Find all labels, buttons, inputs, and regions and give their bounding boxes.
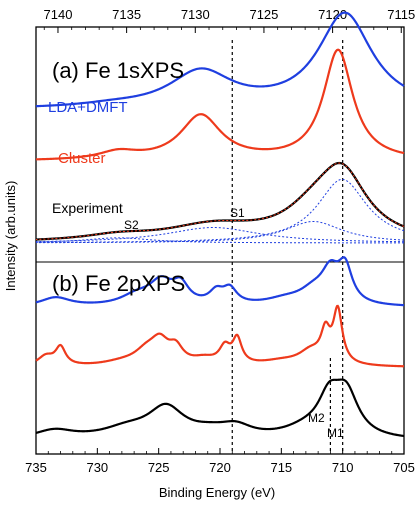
- top-tick-label: 7130: [181, 7, 210, 22]
- label-cluster-a: Cluster: [58, 150, 106, 167]
- top-tick-label: 7140: [44, 7, 73, 22]
- series-b-experiment: [35, 378, 405, 438]
- top-tick-label: 7135: [112, 7, 141, 22]
- bottom-tick-label: 735: [25, 460, 47, 475]
- bottom-tick-label: 730: [86, 460, 108, 475]
- fit-component-0: [35, 178, 405, 243]
- panel-b-title: (b) Fe 2pXPS: [52, 271, 185, 296]
- x-axis-title: Binding Energy (eV): [159, 485, 275, 500]
- top-tick-label: 7125: [249, 7, 278, 22]
- fit-envelope: [35, 162, 405, 241]
- y-axis-title: Intensity (arb.units): [3, 181, 18, 292]
- fit-component-3: [35, 237, 404, 244]
- series-a-cluster: [35, 48, 405, 161]
- fit-component-1: [36, 220, 405, 244]
- bottom-tick-label: 725: [148, 460, 170, 475]
- bottom-tick-label: 720: [209, 460, 231, 475]
- peak-label-m1: M1: [327, 426, 344, 440]
- top-axis: 7140 7135 7130 7125 7120 7115: [44, 7, 415, 33]
- bottom-tick-label: 710: [332, 460, 354, 475]
- bottom-tick-label: 715: [270, 460, 292, 475]
- top-tick-label: 7120: [318, 7, 347, 22]
- label-experiment-a: Experiment: [52, 200, 123, 216]
- label-lda-dmft-a: LDA+DMFT: [48, 99, 128, 116]
- peak-label-m2: M2: [308, 411, 325, 425]
- peak-label-s2: S2: [124, 218, 139, 232]
- bottom-axis: 735 730 725 720 715 710 705: [25, 448, 415, 475]
- fit-component-2: [35, 227, 405, 243]
- bottom-tick-label: 705: [393, 460, 415, 475]
- series-a-lda-dmft: [35, 11, 405, 108]
- series-layer: [35, 11, 405, 438]
- reference-lines: [231, 40, 344, 454]
- series-b-lda-dmft: [35, 256, 405, 307]
- top-tick-label: 7115: [387, 7, 415, 22]
- series-b-cluster: [35, 304, 405, 368]
- peak-label-s1: S1: [230, 206, 245, 220]
- panel-a-title: (a) Fe 1sXPS: [52, 58, 184, 83]
